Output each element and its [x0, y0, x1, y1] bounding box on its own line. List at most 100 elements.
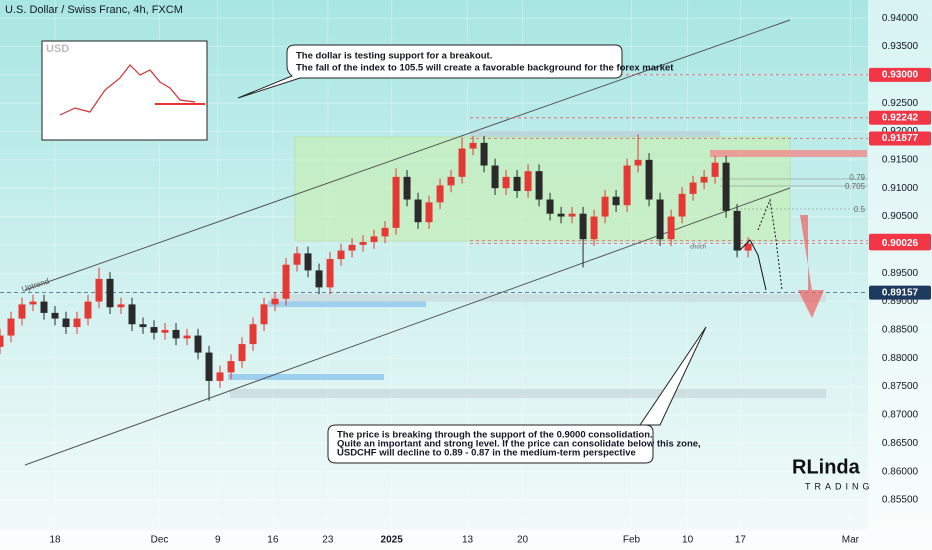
candle-body — [733, 210, 741, 251]
candle-body — [18, 304, 26, 319]
x-tick-label: 23 — [322, 535, 334, 546]
y-tick-label: 0.91000 — [882, 183, 919, 194]
logo: RLinda — [792, 456, 861, 478]
candle-body — [414, 199, 422, 223]
y-tick-label: 0.93500 — [882, 41, 919, 52]
candle-body — [227, 361, 235, 373]
candle-body — [392, 176, 400, 228]
y-tick-label: 0.88500 — [882, 325, 919, 336]
candle-body — [128, 304, 136, 325]
candle-body — [601, 196, 609, 217]
y-tick-label: 0.87000 — [882, 410, 919, 421]
y-axis-panel — [868, 0, 932, 530]
candle-body — [216, 372, 224, 381]
candle-body — [271, 298, 279, 305]
down-arrow — [798, 215, 824, 318]
zone — [228, 374, 384, 380]
candle-body — [722, 162, 730, 211]
y-tick-label: 0.92500 — [882, 98, 919, 109]
candle-body — [612, 196, 620, 206]
x-tick-label: 2025 — [381, 535, 404, 546]
y-tick-label: 0.86500 — [882, 438, 919, 449]
candle-body — [304, 253, 312, 271]
candle-body — [568, 213, 576, 217]
price-label-box — [869, 110, 931, 125]
candle-body — [238, 344, 246, 362]
x-tick-label: 9 — [215, 535, 221, 546]
x-axis-panel — [0, 530, 932, 550]
callout-text: Quite an important and strong level. If … — [337, 439, 701, 450]
logo-sub: TRADING — [805, 481, 874, 491]
candle-body — [161, 329, 169, 333]
price-label-box — [869, 67, 931, 82]
candle-body — [425, 202, 433, 223]
levels — [0, 74, 868, 294]
candle-body — [282, 264, 290, 299]
candle-body — [84, 301, 92, 319]
inset-title: USD — [46, 43, 69, 55]
candle-body — [403, 176, 411, 200]
candle-body — [95, 278, 103, 302]
candle-body — [150, 327, 158, 333]
price-label: 0.93000 — [882, 69, 919, 80]
x-tick-label: Mar — [842, 535, 860, 546]
annotation: 0.705 — [845, 182, 866, 191]
candle-body — [172, 329, 180, 339]
y-tick-label: 0.91500 — [882, 154, 919, 165]
y-tick-label: 0.85500 — [882, 495, 919, 506]
inset-chart — [41, 40, 208, 141]
candle-body — [689, 182, 697, 194]
candle-body — [194, 335, 202, 353]
candle-body — [546, 199, 554, 214]
candle-body — [370, 236, 378, 243]
axes: 0.85500 0.86000 0.86500 0.87000 0.87500 0.880… — [49, 13, 931, 546]
candle-body — [469, 142, 477, 149]
x-tick-label: Feb — [623, 535, 641, 546]
candle-body — [106, 278, 114, 308]
candle-body — [623, 165, 631, 206]
callout — [237, 44, 623, 99]
y-tick-label: 0.90500 — [882, 211, 919, 222]
y-tick-label: 0.89500 — [882, 268, 919, 279]
x-tick-label: 17 — [735, 535, 747, 546]
y-tick-label: 0.87500 — [882, 381, 919, 392]
candle-body — [29, 301, 37, 305]
candle-body — [579, 213, 587, 240]
candle-body — [491, 165, 499, 189]
candle-body — [645, 159, 653, 200]
x-tick-label: 13 — [462, 535, 474, 546]
price-label: 0.89157 — [882, 287, 919, 298]
candle-body — [535, 171, 543, 200]
y-tick-label: 0.94000 — [882, 13, 919, 24]
annotation: 0.79 — [849, 173, 865, 182]
candle-body — [590, 216, 598, 240]
poi-zone — [710, 150, 867, 157]
callout — [327, 326, 707, 464]
zone — [470, 131, 720, 137]
annotation: choch — [690, 245, 706, 251]
candle-body — [62, 318, 70, 328]
candle-body — [447, 176, 455, 186]
candle-body — [183, 335, 191, 339]
inset-line — [59, 64, 196, 116]
zone — [270, 294, 826, 302]
y-tick-label: 0.86000 — [882, 466, 919, 477]
projection-path — [757, 198, 783, 291]
callout-text: The fall of the index to 105.5 will crea… — [296, 63, 674, 74]
candle-body — [436, 185, 444, 203]
x-tick-label: 20 — [517, 535, 529, 546]
candle-body — [260, 304, 268, 325]
price-label: 0.91877 — [882, 133, 919, 144]
candle-body — [7, 318, 15, 336]
y-tick-label: 0.88000 — [882, 353, 919, 364]
price-label: 0.92242 — [882, 112, 919, 123]
price-label: 0.90026 — [882, 238, 919, 249]
chart-title: U.S. Dollar / Swiss Franc, 4h, FXCM — [5, 4, 183, 16]
price-label-box — [869, 131, 931, 146]
candle-body — [557, 213, 565, 217]
candle-body — [359, 242, 367, 245]
candle-body — [348, 244, 356, 251]
x-tick-label: 18 — [49, 535, 61, 546]
candle-body — [117, 304, 125, 308]
